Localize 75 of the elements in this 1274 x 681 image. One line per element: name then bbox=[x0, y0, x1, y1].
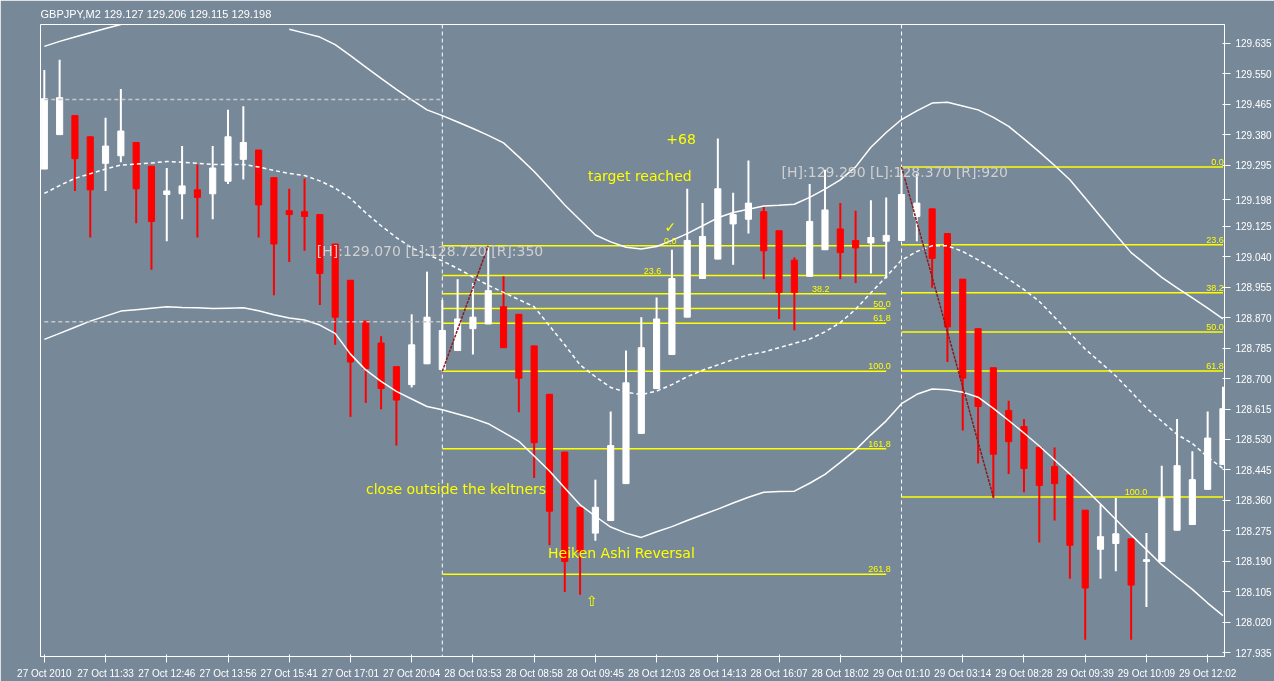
y-tick-label: 129.125 bbox=[1235, 221, 1273, 233]
x-tick-label: 28 Oct 08:58 bbox=[505, 667, 564, 679]
x-tick-label: 28 Oct 03:53 bbox=[444, 667, 502, 679]
annotation: ⇧ bbox=[585, 593, 598, 610]
candlestick bbox=[1112, 496, 1120, 573]
y-tick-label: 128.275 bbox=[1235, 525, 1273, 537]
x-tick-label: 29 Oct 03:14 bbox=[934, 667, 992, 679]
candlestick bbox=[852, 209, 860, 285]
candlestick bbox=[193, 163, 201, 239]
y-tick-label: 128.955 bbox=[1235, 282, 1273, 294]
y-tick-label: 129.635 bbox=[1235, 38, 1273, 50]
candlestick bbox=[836, 202, 844, 281]
x-tick-label: 27 Oct 17:01 bbox=[321, 667, 380, 679]
candlestick bbox=[882, 196, 890, 280]
y-tick-label: 128.785 bbox=[1235, 343, 1273, 355]
series-label: 100.0 bbox=[1124, 486, 1148, 497]
x-tick-label: 27 Oct 15:41 bbox=[260, 667, 319, 679]
y-tick-label: 129.040 bbox=[1235, 251, 1273, 263]
series-label: 50.0 bbox=[1206, 321, 1224, 332]
x-tick-label: 29 Oct 10:09 bbox=[1117, 667, 1176, 679]
y-tick-label: 127.935 bbox=[1235, 647, 1273, 659]
x-tick-label: 28 Oct 14:13 bbox=[689, 667, 747, 679]
x-tick-label: 27 Oct 20:04 bbox=[383, 667, 441, 679]
candlestick bbox=[729, 191, 737, 266]
y-tick-label: 129.295 bbox=[1235, 160, 1273, 172]
x-tick-label: 29 Oct 09:39 bbox=[1056, 667, 1115, 679]
x-tick-label: 29 Oct 12:02 bbox=[1179, 667, 1237, 679]
annotation: target reached bbox=[587, 167, 692, 184]
series-label: 61.8 bbox=[1206, 360, 1224, 371]
x-tick-label: 27 Oct 13:56 bbox=[199, 667, 258, 679]
candlestick bbox=[744, 159, 753, 235]
y-tick-label: 128.615 bbox=[1235, 404, 1273, 416]
x-tick-label: 27 Oct 2010 bbox=[17, 667, 73, 679]
candlestick bbox=[1096, 503, 1105, 580]
series-label: 161.8 bbox=[868, 438, 891, 449]
y-tick-label: 128.700 bbox=[1235, 373, 1273, 385]
candlestick bbox=[867, 199, 875, 275]
chart-title: GBPJPY,M2 129.127 129.206 129.115 129.198 bbox=[40, 7, 272, 20]
y-tick-label: 129.465 bbox=[1235, 99, 1273, 111]
x-tick-label: 27 Oct 11:33 bbox=[77, 667, 135, 679]
series-label: 38.2 bbox=[1206, 282, 1224, 293]
x-tick-label: 28 Oct 18:02 bbox=[811, 667, 870, 679]
x-tick-label: 28 Oct 09:45 bbox=[566, 667, 625, 679]
x-tick-label: 27 Oct 12:46 bbox=[138, 667, 196, 679]
x-tick-label: 28 Oct 16:07 bbox=[750, 667, 809, 679]
candlestick bbox=[285, 187, 293, 263]
annotation: close outside the keltners bbox=[366, 481, 547, 498]
series-label: 23.6 bbox=[1206, 234, 1224, 245]
y-tick-label: 128.105 bbox=[1235, 586, 1273, 598]
annotation: ✓ bbox=[664, 218, 677, 235]
candlestick bbox=[469, 282, 477, 356]
x-tick-label: 29 Oct 01:10 bbox=[872, 667, 931, 679]
candlestick bbox=[163, 166, 171, 243]
x-tick-label: 29 Oct 08:28 bbox=[995, 667, 1054, 679]
y-tick-label: 128.020 bbox=[1235, 617, 1273, 629]
series-label: 23.6 bbox=[643, 265, 662, 276]
annotation: +68 bbox=[666, 130, 696, 147]
y-tick-label: 128.870 bbox=[1235, 312, 1273, 324]
y-tick-label: 128.445 bbox=[1235, 464, 1273, 476]
y-tick-label: 128.360 bbox=[1235, 495, 1273, 507]
series-label: 261.8 bbox=[868, 564, 891, 575]
y-tick-label: 128.190 bbox=[1235, 556, 1273, 568]
y-tick-label: 129.198 bbox=[1235, 194, 1273, 206]
candlestick bbox=[1051, 446, 1059, 522]
series-label: 38.2 bbox=[812, 283, 830, 294]
x-tick-label: 28 Oct 12:03 bbox=[627, 667, 686, 679]
series-label: 100.0 bbox=[868, 361, 891, 372]
candlestick bbox=[1142, 532, 1150, 608]
series-label: 50.0 bbox=[873, 298, 891, 309]
candlestick bbox=[300, 177, 309, 252]
series-label: 0.0 bbox=[1211, 156, 1224, 167]
y-tick-label: 129.380 bbox=[1235, 129, 1273, 141]
y-tick-label: 128.530 bbox=[1235, 434, 1273, 446]
y-tick-label: 129.550 bbox=[1235, 68, 1273, 80]
series-label: 61.8 bbox=[873, 313, 891, 324]
